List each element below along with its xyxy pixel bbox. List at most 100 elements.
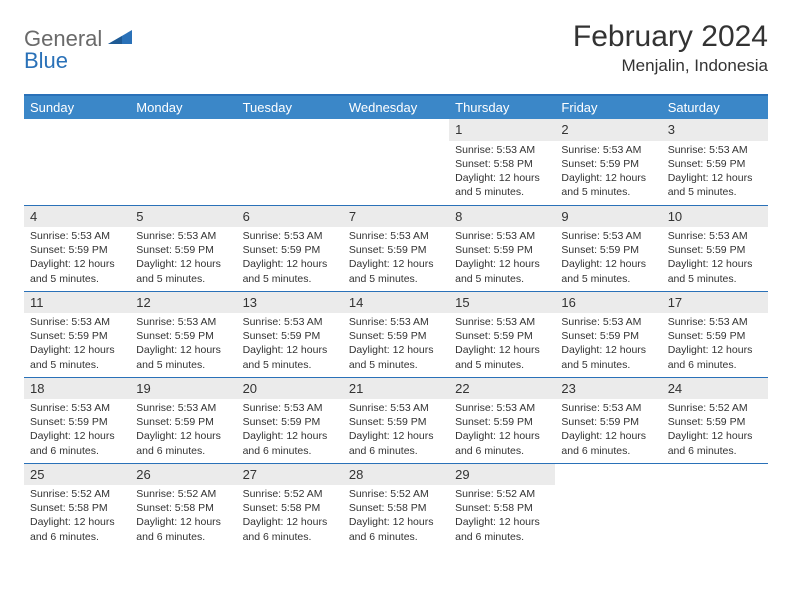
day-number: 16 xyxy=(555,292,661,314)
daylight-text: Daylight: 12 hours and 5 minutes. xyxy=(136,257,230,285)
sunset-text: Sunset: 5:59 PM xyxy=(561,329,655,343)
day-body: Sunrise: 5:52 AMSunset: 5:58 PMDaylight:… xyxy=(130,485,236,548)
sunrise-text: Sunrise: 5:53 AM xyxy=(136,229,230,243)
daylight-text: Daylight: 12 hours and 5 minutes. xyxy=(561,257,655,285)
sunset-text: Sunset: 5:58 PM xyxy=(243,501,337,515)
sunrise-text: Sunrise: 5:53 AM xyxy=(349,401,443,415)
sunset-text: Sunset: 5:59 PM xyxy=(561,243,655,257)
month-title: February 2024 xyxy=(573,20,768,54)
day-body: Sunrise: 5:52 AMSunset: 5:58 PMDaylight:… xyxy=(24,485,130,548)
day-cell xyxy=(343,119,449,205)
sunrise-text: Sunrise: 5:53 AM xyxy=(243,315,337,329)
sunrise-text: Sunrise: 5:53 AM xyxy=(455,315,549,329)
logo-part-blue-wrap: Blue xyxy=(24,48,68,74)
day-number: 6 xyxy=(237,206,343,228)
daylight-text: Daylight: 12 hours and 6 minutes. xyxy=(349,429,443,457)
day-body: Sunrise: 5:53 AMSunset: 5:59 PMDaylight:… xyxy=(449,227,555,290)
day-number: 1 xyxy=(449,119,555,141)
day-header: Friday xyxy=(555,95,661,119)
day-body: Sunrise: 5:53 AMSunset: 5:59 PMDaylight:… xyxy=(130,227,236,290)
sunrise-text: Sunrise: 5:52 AM xyxy=(30,487,124,501)
day-cell: 19Sunrise: 5:53 AMSunset: 5:59 PMDayligh… xyxy=(130,377,236,463)
day-cell: 8Sunrise: 5:53 AMSunset: 5:59 PMDaylight… xyxy=(449,205,555,291)
daylight-text: Daylight: 12 hours and 5 minutes. xyxy=(455,171,549,199)
day-number: 29 xyxy=(449,464,555,486)
day-cell: 24Sunrise: 5:52 AMSunset: 5:59 PMDayligh… xyxy=(662,377,768,463)
day-number: 24 xyxy=(662,378,768,400)
day-header: Sunday xyxy=(24,95,130,119)
daylight-text: Daylight: 12 hours and 5 minutes. xyxy=(349,343,443,371)
day-cell: 3Sunrise: 5:53 AMSunset: 5:59 PMDaylight… xyxy=(662,119,768,205)
sunrise-text: Sunrise: 5:53 AM xyxy=(30,401,124,415)
day-number: 8 xyxy=(449,206,555,228)
day-body: Sunrise: 5:52 AMSunset: 5:58 PMDaylight:… xyxy=(237,485,343,548)
day-number: 5 xyxy=(130,206,236,228)
sunset-text: Sunset: 5:58 PM xyxy=(30,501,124,515)
sunrise-text: Sunrise: 5:53 AM xyxy=(668,315,762,329)
daylight-text: Daylight: 12 hours and 6 minutes. xyxy=(243,429,337,457)
day-number: 10 xyxy=(662,206,768,228)
week-row: 1Sunrise: 5:53 AMSunset: 5:58 PMDaylight… xyxy=(24,119,768,205)
day-number: 7 xyxy=(343,206,449,228)
daylight-text: Daylight: 12 hours and 5 minutes. xyxy=(243,343,337,371)
day-cell xyxy=(24,119,130,205)
day-cell: 4Sunrise: 5:53 AMSunset: 5:59 PMDaylight… xyxy=(24,205,130,291)
day-cell xyxy=(555,463,661,549)
sunset-text: Sunset: 5:58 PM xyxy=(349,501,443,515)
sunrise-text: Sunrise: 5:52 AM xyxy=(455,487,549,501)
sunset-text: Sunset: 5:58 PM xyxy=(136,501,230,515)
day-header: Thursday xyxy=(449,95,555,119)
sunset-text: Sunset: 5:59 PM xyxy=(30,415,124,429)
sunrise-text: Sunrise: 5:53 AM xyxy=(561,229,655,243)
day-body: Sunrise: 5:53 AMSunset: 5:59 PMDaylight:… xyxy=(555,399,661,462)
day-number: 9 xyxy=(555,206,661,228)
day-number: 11 xyxy=(24,292,130,314)
day-number: 25 xyxy=(24,464,130,486)
day-body: Sunrise: 5:53 AMSunset: 5:59 PMDaylight:… xyxy=(343,227,449,290)
daylight-text: Daylight: 12 hours and 5 minutes. xyxy=(561,171,655,199)
day-cell: 29Sunrise: 5:52 AMSunset: 5:58 PMDayligh… xyxy=(449,463,555,549)
sunrise-text: Sunrise: 5:53 AM xyxy=(349,315,443,329)
day-body: Sunrise: 5:53 AMSunset: 5:59 PMDaylight:… xyxy=(449,399,555,462)
sunrise-text: Sunrise: 5:53 AM xyxy=(668,143,762,157)
sunset-text: Sunset: 5:58 PM xyxy=(455,501,549,515)
day-body: Sunrise: 5:53 AMSunset: 5:59 PMDaylight:… xyxy=(24,227,130,290)
daylight-text: Daylight: 12 hours and 5 minutes. xyxy=(349,257,443,285)
day-body: Sunrise: 5:53 AMSunset: 5:59 PMDaylight:… xyxy=(555,313,661,376)
day-body: Sunrise: 5:53 AMSunset: 5:59 PMDaylight:… xyxy=(130,399,236,462)
day-number: 28 xyxy=(343,464,449,486)
sunset-text: Sunset: 5:59 PM xyxy=(30,243,124,257)
day-body: Sunrise: 5:53 AMSunset: 5:59 PMDaylight:… xyxy=(343,399,449,462)
sunrise-text: Sunrise: 5:53 AM xyxy=(349,229,443,243)
week-row: 18Sunrise: 5:53 AMSunset: 5:59 PMDayligh… xyxy=(24,377,768,463)
day-header: Monday xyxy=(130,95,236,119)
day-body: Sunrise: 5:53 AMSunset: 5:59 PMDaylight:… xyxy=(662,313,768,376)
daylight-text: Daylight: 12 hours and 6 minutes. xyxy=(136,515,230,543)
day-cell: 16Sunrise: 5:53 AMSunset: 5:59 PMDayligh… xyxy=(555,291,661,377)
daylight-text: Daylight: 12 hours and 6 minutes. xyxy=(349,515,443,543)
day-cell: 12Sunrise: 5:53 AMSunset: 5:59 PMDayligh… xyxy=(130,291,236,377)
day-body: Sunrise: 5:53 AMSunset: 5:59 PMDaylight:… xyxy=(24,313,130,376)
sunset-text: Sunset: 5:59 PM xyxy=(136,243,230,257)
day-body: Sunrise: 5:53 AMSunset: 5:59 PMDaylight:… xyxy=(24,399,130,462)
week-row: 4Sunrise: 5:53 AMSunset: 5:59 PMDaylight… xyxy=(24,205,768,291)
day-cell: 9Sunrise: 5:53 AMSunset: 5:59 PMDaylight… xyxy=(555,205,661,291)
day-header: Wednesday xyxy=(343,95,449,119)
day-number: 3 xyxy=(662,119,768,141)
daylight-text: Daylight: 12 hours and 5 minutes. xyxy=(668,257,762,285)
day-cell xyxy=(237,119,343,205)
day-body: Sunrise: 5:52 AMSunset: 5:59 PMDaylight:… xyxy=(662,399,768,462)
sunrise-text: Sunrise: 5:53 AM xyxy=(30,229,124,243)
day-cell: 1Sunrise: 5:53 AMSunset: 5:58 PMDaylight… xyxy=(449,119,555,205)
day-cell: 26Sunrise: 5:52 AMSunset: 5:58 PMDayligh… xyxy=(130,463,236,549)
sunset-text: Sunset: 5:59 PM xyxy=(455,329,549,343)
sunrise-text: Sunrise: 5:52 AM xyxy=(668,401,762,415)
day-cell: 14Sunrise: 5:53 AMSunset: 5:59 PMDayligh… xyxy=(343,291,449,377)
day-cell: 10Sunrise: 5:53 AMSunset: 5:59 PMDayligh… xyxy=(662,205,768,291)
daylight-text: Daylight: 12 hours and 6 minutes. xyxy=(668,343,762,371)
title-block: February 2024 Menjalin, Indonesia xyxy=(573,20,768,76)
sunrise-text: Sunrise: 5:53 AM xyxy=(561,401,655,415)
sunrise-text: Sunrise: 5:53 AM xyxy=(455,401,549,415)
day-cell: 7Sunrise: 5:53 AMSunset: 5:59 PMDaylight… xyxy=(343,205,449,291)
day-body: Sunrise: 5:53 AMSunset: 5:59 PMDaylight:… xyxy=(555,141,661,204)
